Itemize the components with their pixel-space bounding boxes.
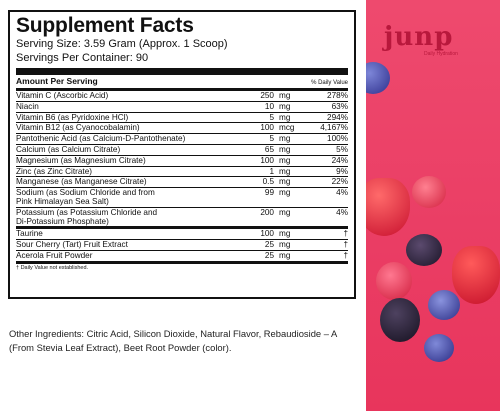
nutrient-name: Sodium (as Sodium Chloride and from Pink … — [16, 188, 155, 207]
nutrient-name: Pantothenic Acid (as Calcium-D-Pantothen… — [16, 134, 186, 144]
blueberry-icon — [366, 62, 390, 94]
supplement-facts-panel: Supplement Facts Serving Size: 3.59 Gram… — [8, 10, 356, 299]
nutrient-amount: 1 — [269, 166, 274, 176]
nutrient-daily-value: 9% — [336, 166, 348, 176]
amount-header: Amount Per Serving — [16, 76, 98, 86]
other-ingredients: Other Ingredients: Citric Acid, Silicon … — [9, 328, 337, 353]
thick-divider — [16, 68, 348, 75]
nutrient-name: Calcium (as Calcium Citrate) — [16, 144, 121, 154]
nutrient-daily-value: 24% — [331, 155, 348, 165]
nutrient-list: Vitamin C (Ascorbic Acid) 250 mg 278% Niacin… — [16, 91, 348, 226]
nutrient-unit: mg — [279, 155, 291, 165]
nutrient-row: Magnesium (as Magnesium Citrate) 100 mg 24% — [16, 154, 348, 166]
nutrient-name: Niacin — [16, 101, 39, 111]
nutrient-daily-value: 4% — [336, 207, 348, 217]
nutrient-name: Vitamin B12 (as Cyanocobalamin) — [16, 123, 140, 133]
nutrient-amount: 100 — [260, 123, 274, 133]
nutrient-daily-value: 294% — [327, 112, 348, 122]
nutrient-daily-value: † — [343, 250, 348, 260]
nutrient-unit: mg — [279, 166, 291, 176]
nutrient-row: Vitamin B6 (as Pyridoxine HCl) 5 mg 294% — [16, 111, 348, 123]
nutrient-unit: mg — [279, 112, 291, 122]
nutrient-daily-value: † — [343, 240, 348, 250]
nutrient-amount: 5 — [269, 134, 274, 144]
footnote-divider — [16, 260, 348, 264]
nutrient-amount: 100 — [260, 229, 274, 239]
raspberry-icon — [376, 262, 412, 300]
nutrient-amount: 65 — [264, 144, 274, 154]
brand-tagline: Daily Hydration — [424, 51, 458, 57]
nutrient-amount: 100 — [260, 155, 274, 165]
nutrient-unit: mg — [279, 101, 291, 111]
strawberry-icon — [366, 178, 410, 236]
nutrient-row: Zinc (as Zinc Citrate) 1 mg 9% — [16, 165, 348, 177]
amount-header-row: Amount Per Serving % Daily Value — [16, 75, 348, 88]
nutrient-row: Niacin 10 mg 63% — [16, 100, 348, 112]
footnote: † Daily Value not established. — [16, 264, 89, 271]
nutrient-daily-value: 278% — [327, 91, 348, 100]
nutrient-amount: 200 — [260, 207, 274, 217]
nutrient-name: Sour Cherry (Tart) Fruit Extract — [16, 240, 128, 250]
nutrient-unit: mg — [279, 134, 291, 144]
nutrient-unit: mcg — [279, 123, 295, 133]
nutrient-unit: mg — [279, 229, 291, 239]
nutrient-amount: 0.5 — [262, 177, 274, 187]
blackberry-icon — [406, 234, 442, 266]
header-divider — [16, 88, 348, 91]
strawberry-icon — [452, 246, 500, 304]
other-nutrient-list: Taurine 100 mg † Sour Cherry (Tart) Fruit Ex… — [16, 229, 348, 260]
nutrient-row: Sour Cherry (Tart) Fruit Extract 25 mg † — [16, 239, 348, 250]
raspberry-icon — [412, 176, 446, 208]
nutrient-unit: mg — [279, 91, 291, 100]
nutrient-name: Vitamin B6 (as Pyridoxine HCl) — [16, 112, 129, 122]
blackberry-icon — [380, 298, 420, 342]
nutrient-unit: mg — [279, 250, 291, 260]
nutrient-daily-value: 4% — [336, 188, 348, 198]
nutrient-daily-value: 22% — [331, 177, 348, 187]
nutrient-daily-value: 5% — [336, 144, 348, 154]
nutrient-unit: mg — [279, 177, 291, 187]
nutrient-daily-value: 100% — [327, 134, 348, 144]
nutrient-amount: 25 — [264, 240, 274, 250]
nutrient-amount: 5 — [269, 112, 274, 122]
nutrient-daily-value: 63% — [331, 101, 348, 111]
nutrient-unit: mg — [279, 240, 291, 250]
nutrient-row: Calcium (as Calcium Citrate) 65 mg 5% — [16, 143, 348, 155]
nutrient-row: Potassium (as Potassium Chloride and Di-P… — [16, 206, 348, 227]
brand-panel: junp Daily Hydration — [366, 0, 500, 411]
nutrient-row: Vitamin C (Ascorbic Acid) 250 mg 278% — [16, 91, 348, 101]
nutrient-amount: 250 — [260, 91, 274, 100]
section-divider — [16, 226, 348, 230]
nutrient-daily-value: † — [343, 229, 348, 239]
nutrient-name: Vitamin C (Ascorbic Acid) — [16, 91, 109, 100]
nutrient-name: Zinc (as Zinc Citrate) — [16, 166, 92, 176]
nutrient-row: Acerola Fruit Powder 25 mg † — [16, 249, 348, 261]
nutrient-row: Vitamin B12 (as Cyanocobalamin) 100 mcg 4,1… — [16, 122, 348, 133]
nutrient-amount: 25 — [264, 250, 274, 260]
nutrient-row: Manganese (as Manganese Citrate) 0.5 mg 22% — [16, 176, 348, 187]
nutrient-amount: 10 — [264, 101, 274, 111]
blueberry-icon — [428, 290, 460, 320]
facts-title: Supplement Facts — [16, 14, 194, 37]
nutrient-name: Magnesium (as Magnesium Citrate) — [16, 155, 146, 165]
nutrient-unit: mg — [279, 207, 291, 217]
nutrient-name: Acerola Fruit Powder — [16, 250, 93, 260]
servings-per-container: Servings Per Container: 90 — [16, 52, 149, 64]
nutrient-unit: mg — [279, 144, 291, 154]
nutrient-name: Potassium (as Potassium Chloride and Di-P… — [16, 207, 158, 227]
blueberry-icon — [424, 334, 454, 362]
nutrient-row: Taurine 100 mg † — [16, 229, 348, 239]
nutrient-name: Taurine — [16, 229, 43, 239]
serving-size: Serving Size: 3.59 Gram (Approx. 1 Scoop… — [16, 38, 228, 50]
nutrient-amount: 99 — [264, 188, 274, 198]
nutrient-daily-value: 4,167% — [320, 123, 348, 133]
brand-logo: junp — [384, 22, 454, 52]
nutrient-name: Manganese (as Manganese Citrate) — [16, 177, 147, 187]
nutrient-row: Pantothenic Acid (as Calcium-D-Pantothen… — [16, 133, 348, 144]
nutrient-unit: mg — [279, 188, 291, 198]
daily-value-header: % Daily Value — [311, 80, 348, 86]
nutrient-row: Sodium (as Sodium Chloride and from Pink … — [16, 187, 348, 207]
